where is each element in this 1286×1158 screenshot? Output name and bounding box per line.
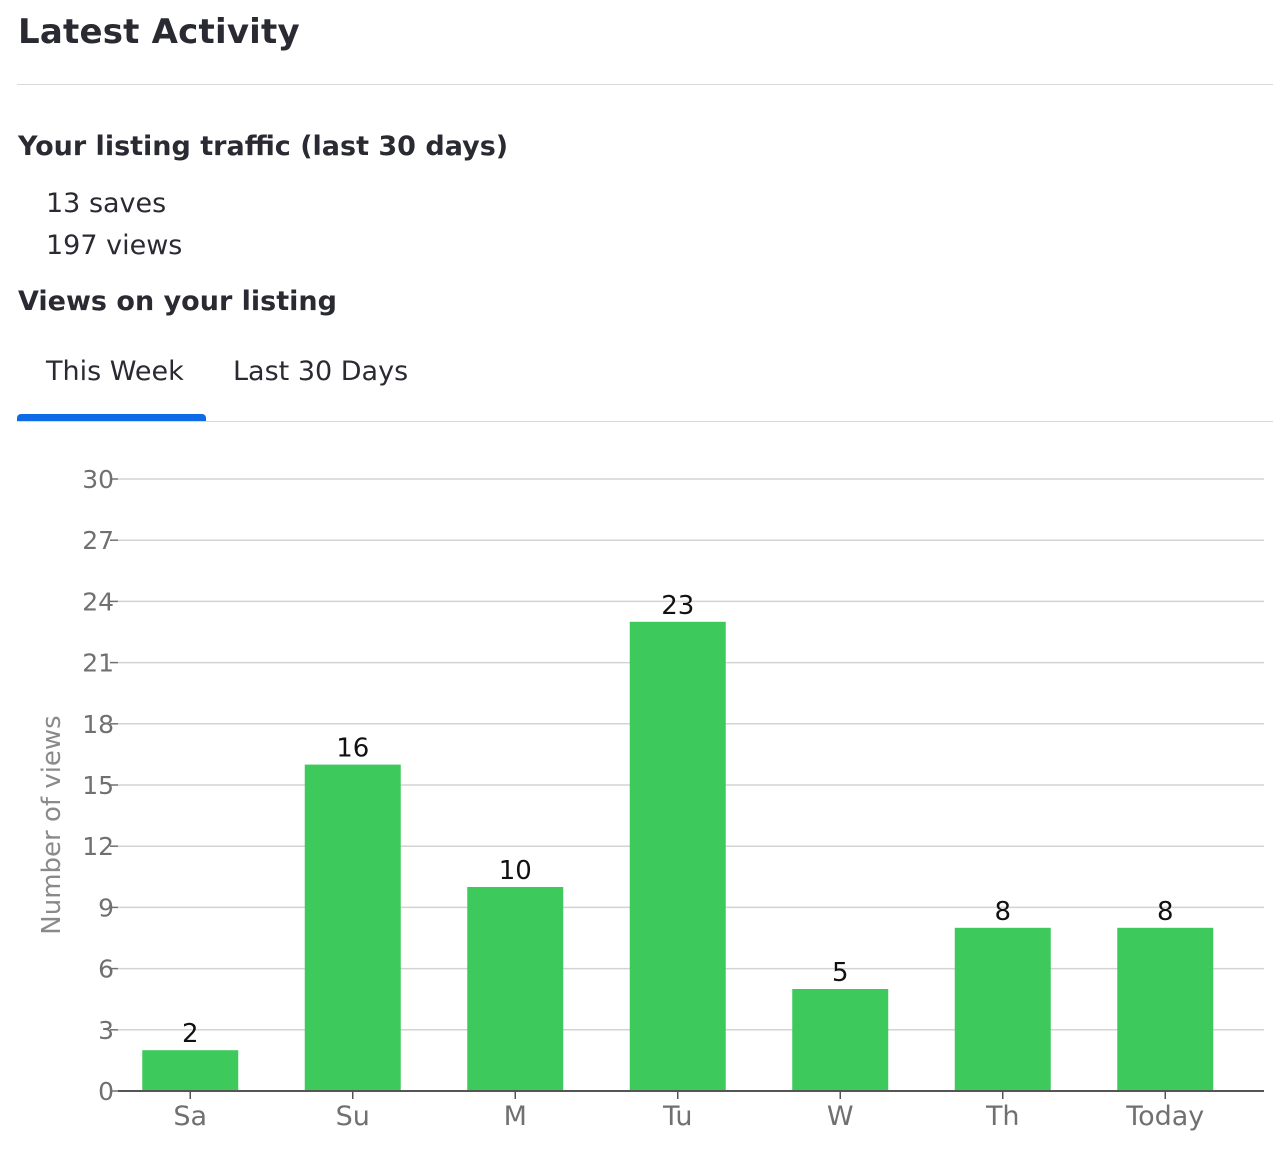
x-axis-ticks: Sa Su M Tu W Th Today: [173, 1091, 1204, 1132]
traffic-heading: Your listing traffic (last 30 days): [18, 131, 509, 162]
data-label: 16: [336, 734, 369, 764]
bar-today: [1117, 927, 1214, 1091]
page-title: Latest Activity: [18, 12, 300, 52]
x-tick-label: Today: [1125, 1101, 1204, 1132]
header-divider: [17, 84, 1273, 85]
views-count: 197 views: [46, 230, 183, 261]
bar-th: [954, 927, 1051, 1091]
x-tick-label: Su: [336, 1101, 370, 1132]
bars: [142, 621, 1214, 1091]
data-labels: 2 16 10 23 5 8 8: [182, 591, 1174, 1049]
x-tick-label: Th: [985, 1101, 1020, 1132]
bar-m: [467, 887, 564, 1091]
views-bar-chart: 0 3 6 9 12 15 18 21 24 27 30 2 16 10 23 5 8 8 Sa Su M Tu W Th…: [37, 465, 1264, 1132]
views-heading: Views on your listing: [18, 286, 337, 317]
y-tick-label: 12: [82, 832, 114, 861]
x-tick-label: Tu: [662, 1101, 693, 1132]
views-tabs: This Week Last 30 Days: [17, 340, 1273, 422]
x-tick-label: Sa: [173, 1101, 207, 1132]
data-label: 2: [182, 1019, 199, 1049]
y-tick-label: 30: [82, 465, 114, 494]
bar-sa: [142, 1050, 239, 1091]
y-tick-label: 18: [82, 710, 114, 739]
bar-w: [792, 989, 889, 1091]
y-tick-label: 21: [82, 649, 114, 678]
x-tick-label: M: [504, 1101, 527, 1132]
data-label: 8: [994, 897, 1011, 927]
saves-count: 13 saves: [46, 188, 167, 219]
bar-tu: [629, 621, 726, 1091]
y-tick-label: 24: [82, 587, 114, 616]
bar-su: [304, 764, 401, 1091]
y-tick-label: 15: [82, 771, 114, 800]
y-tick-label: 6: [98, 955, 114, 984]
data-label: 5: [832, 958, 849, 988]
tab-last-30-days[interactable]: Last 30 Days: [233, 356, 409, 387]
tabs-divider: [17, 421, 1273, 422]
y-tick-label: 27: [82, 526, 114, 555]
x-tick-label: W: [827, 1101, 854, 1132]
y-tick-label: 0: [98, 1077, 114, 1106]
data-label: 10: [499, 856, 532, 886]
tab-this-week[interactable]: This Week: [46, 356, 184, 387]
y-axis-ticks: 0 3 6 9 12 15 18 21 24 27 30: [82, 465, 118, 1106]
y-tick-label: 3: [98, 1016, 114, 1045]
data-label: 23: [661, 591, 694, 621]
y-tick-label: 9: [98, 893, 114, 922]
data-label: 8: [1157, 897, 1174, 927]
y-axis-title: Number of views: [37, 715, 67, 934]
active-tab-indicator: [17, 414, 206, 421]
